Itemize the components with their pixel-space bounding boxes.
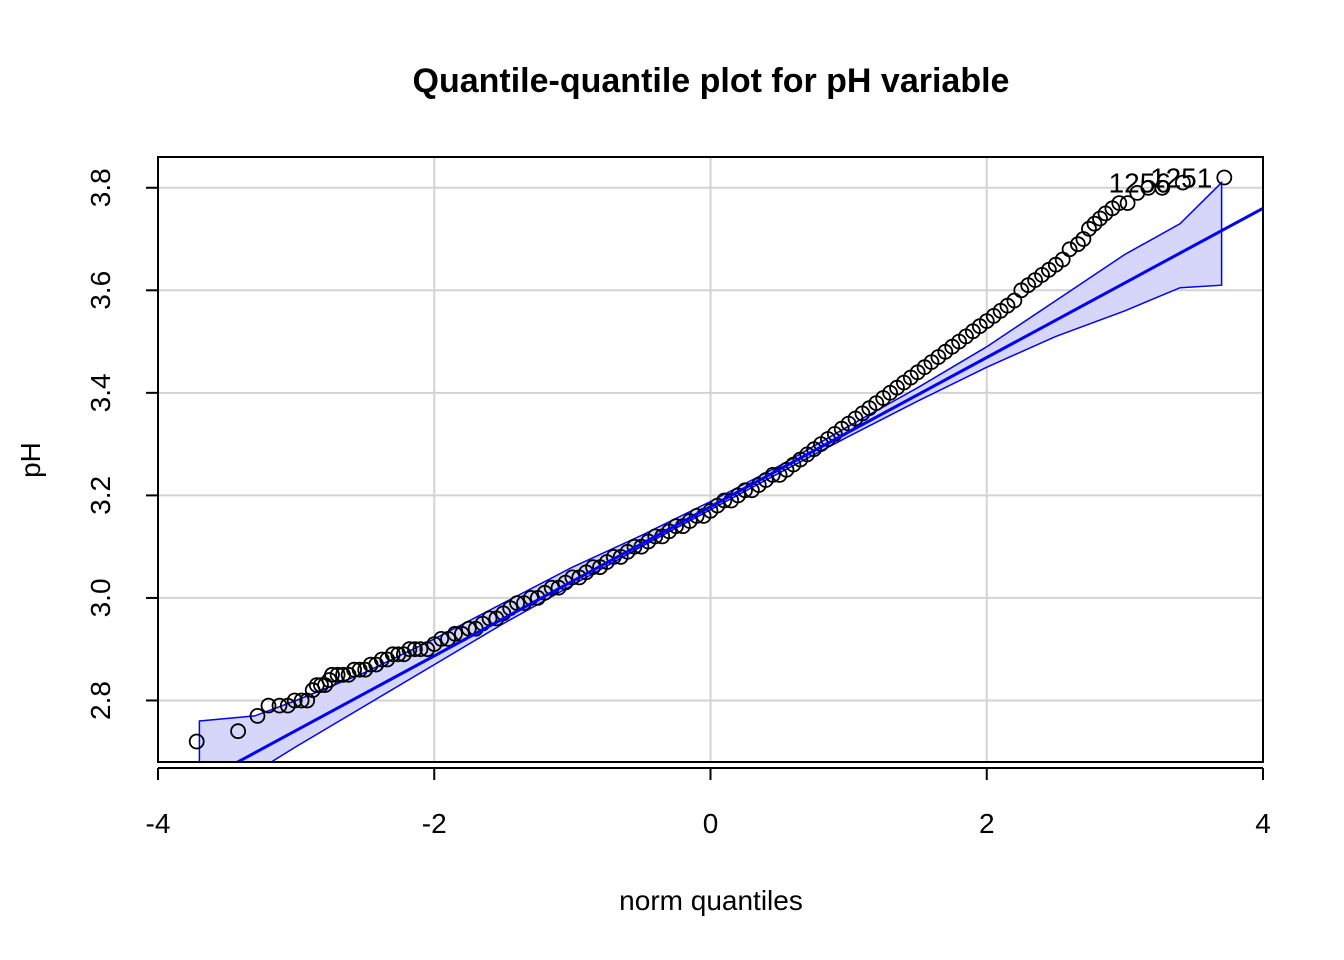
data-point xyxy=(1216,169,1233,186)
data-point xyxy=(188,733,205,750)
chart-title: Quantile-quantile plot for pH variable xyxy=(413,62,1010,100)
data-point xyxy=(313,677,329,693)
data-point xyxy=(626,538,643,555)
y-tick-label: 3.0 xyxy=(85,578,116,617)
data-point xyxy=(324,666,340,683)
data-point xyxy=(1081,220,1097,237)
data-point xyxy=(764,466,781,483)
x-tick-label: -4 xyxy=(146,808,171,839)
point-label: 1251 xyxy=(1150,163,1212,194)
data-point xyxy=(1086,215,1103,232)
y-tick-label: 3.2 xyxy=(85,476,116,515)
data-point xyxy=(260,697,277,714)
data-point xyxy=(668,518,684,535)
y-tick-label: 3.8 xyxy=(85,168,116,207)
point-label: 1256 xyxy=(1109,168,1171,199)
data-point xyxy=(447,625,463,642)
data-point xyxy=(329,666,346,683)
data-point xyxy=(688,508,705,524)
x-tick-label: 4 xyxy=(1255,808,1271,839)
data-point xyxy=(433,631,450,647)
data-point xyxy=(401,641,418,658)
data-point xyxy=(1061,241,1078,258)
x-tick-label: -2 xyxy=(422,808,447,839)
reference-line-overlay xyxy=(235,206,1263,762)
data-point xyxy=(1070,236,1086,253)
data-point xyxy=(293,692,310,709)
data-point xyxy=(1175,174,1191,191)
data-point xyxy=(230,723,247,740)
data-point xyxy=(286,692,303,709)
data-point xyxy=(384,646,401,663)
data-point xyxy=(406,641,423,658)
data-point xyxy=(271,697,288,714)
y-tick-label: 3.6 xyxy=(85,271,116,310)
x-tick-label: 2 xyxy=(979,808,995,839)
y-tick-label: 3.4 xyxy=(85,373,116,412)
data-point xyxy=(605,549,622,565)
data-point xyxy=(1154,179,1171,196)
y-axis-label: pH xyxy=(15,442,46,478)
data-point xyxy=(1111,195,1128,212)
data-point xyxy=(1119,195,1136,212)
data-point xyxy=(412,641,429,658)
grid-lines xyxy=(158,157,1263,762)
x-axis-label: norm quantiles xyxy=(619,885,803,916)
data-point xyxy=(346,661,363,678)
data-points xyxy=(188,169,1233,750)
data-point xyxy=(249,708,266,724)
y-axis: 2.8 3.0 3.2 3.4 3.6 3.8 xyxy=(85,168,159,720)
data-point xyxy=(1092,210,1108,227)
x-axis: -4 -2 0 2 4 xyxy=(146,767,1271,839)
data-point xyxy=(716,492,733,509)
x-tick-label: 0 xyxy=(703,808,719,839)
data-point xyxy=(647,528,664,545)
y-tick-label: 2.8 xyxy=(85,681,116,720)
